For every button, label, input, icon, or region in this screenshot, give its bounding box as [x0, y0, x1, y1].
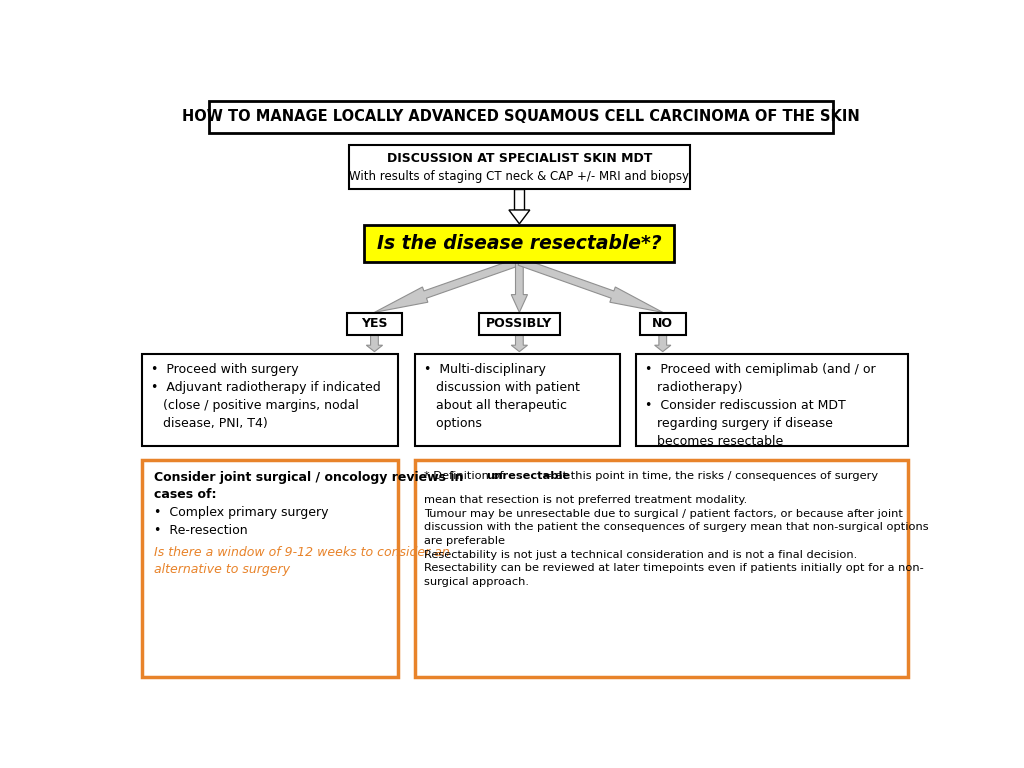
FancyBboxPatch shape	[640, 313, 686, 335]
Text: With results of staging CT neck & CAP +/- MRI and biopsy: With results of staging CT neck & CAP +/…	[349, 170, 689, 183]
FancyBboxPatch shape	[478, 313, 560, 335]
Text: mean that resection is not preferred treatment modality.
Tumour may be unresecta: mean that resection is not preferred tre…	[424, 495, 929, 587]
Text: NO: NO	[652, 317, 673, 330]
FancyBboxPatch shape	[209, 101, 834, 133]
FancyBboxPatch shape	[514, 189, 524, 210]
FancyBboxPatch shape	[349, 144, 690, 189]
Text: Is there a window of 9-12 weeks to consider an
alternative to surgery: Is there a window of 9-12 weeks to consi…	[154, 547, 450, 577]
Text: Is the disease resectable*?: Is the disease resectable*?	[377, 234, 662, 253]
Text: HOW TO MANAGE LOCALLY ADVANCED SQUAMOUS CELL CARCINOMA OF THE SKIN: HOW TO MANAGE LOCALLY ADVANCED SQUAMOUS …	[182, 109, 860, 124]
Polygon shape	[509, 210, 529, 223]
Polygon shape	[511, 335, 527, 352]
Text: POSSIBLY: POSSIBLY	[486, 317, 553, 330]
Polygon shape	[654, 335, 671, 352]
Text: DISCUSSION AT SPECIALIST SKIN MDT: DISCUSSION AT SPECIALIST SKIN MDT	[387, 152, 652, 165]
FancyBboxPatch shape	[365, 225, 675, 262]
Text: = at this point in time, the risks / consequences of surgery: = at this point in time, the risks / con…	[540, 471, 879, 481]
Polygon shape	[518, 258, 663, 313]
Text: unresectable: unresectable	[485, 471, 570, 481]
Text: •  Multi-disciplinary
   discussion with patient
   about all therapeutic
   opt: • Multi-disciplinary discussion with pat…	[424, 363, 580, 430]
FancyBboxPatch shape	[142, 460, 397, 677]
FancyBboxPatch shape	[415, 460, 907, 677]
FancyBboxPatch shape	[415, 354, 621, 446]
Polygon shape	[367, 335, 383, 352]
Polygon shape	[375, 258, 520, 313]
Text: •  Proceed with cemiplimab (and / or
   radiotherapy)
•  Consider rediscussion a: • Proceed with cemiplimab (and / or radi…	[645, 363, 876, 449]
Text: •  Complex primary surgery
•  Re-resection: • Complex primary surgery • Re-resection	[154, 506, 328, 538]
Text: •  Proceed with surgery
•  Adjuvant radiotherapy if indicated
   (close / positi: • Proceed with surgery • Adjuvant radiot…	[152, 363, 381, 430]
FancyBboxPatch shape	[636, 354, 907, 446]
Text: YES: YES	[361, 317, 388, 330]
FancyBboxPatch shape	[346, 313, 402, 335]
Text: Consider joint surgical / oncology reviews in
cases of:: Consider joint surgical / oncology revie…	[154, 471, 463, 501]
Text: * Definition of: * Definition of	[424, 471, 507, 481]
Polygon shape	[511, 262, 527, 313]
FancyBboxPatch shape	[142, 354, 397, 446]
